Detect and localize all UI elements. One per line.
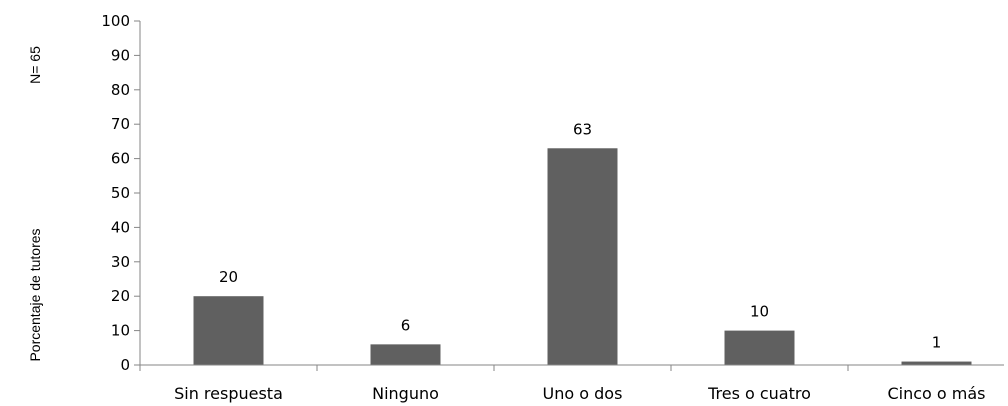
y-tick-label: 100: [101, 12, 130, 30]
y-tick-label: 0: [120, 356, 130, 374]
y-tick-label: 10: [111, 322, 130, 340]
bar: [724, 330, 795, 365]
y-tick-label: 60: [111, 150, 130, 168]
x-tick-label: Sin respuesta: [174, 384, 283, 403]
x-tick-label: Cinco o más: [887, 384, 985, 403]
bar: [547, 148, 618, 365]
x-tick-label: Uno o dos: [543, 384, 623, 403]
x-tick-label: Ninguno: [372, 384, 439, 403]
bar: [193, 296, 264, 365]
data-label: 6: [401, 316, 411, 334]
y-tick-label: 30: [111, 253, 130, 271]
data-label: 10: [750, 303, 769, 321]
bar: [901, 361, 972, 365]
bar-series: [193, 148, 972, 365]
annotation-n: N= 65: [27, 46, 43, 84]
data-label: 20: [219, 268, 238, 286]
y-tick-label: 50: [111, 184, 130, 202]
x-axis: Sin respuesta Ninguno Uno o dos Tres o cuat…: [139, 364, 1004, 403]
y-tick-label: 70: [111, 115, 130, 133]
data-label: 63: [573, 120, 592, 138]
data-label: 1: [932, 334, 942, 352]
y-tick-label: 80: [111, 81, 130, 99]
y-tick-label: 20: [111, 287, 130, 305]
y-axis: 0 10 20 30 40 50 60 70 80 90 100: [101, 12, 141, 374]
bar: [370, 344, 441, 365]
y-tick-label: 90: [111, 46, 130, 64]
y-tick-label: 40: [111, 218, 130, 236]
x-tick-label: Tres o cuatro: [707, 384, 811, 403]
data-labels: 20 6 63 10 1: [219, 120, 941, 351]
y-axis-label: Porcentaje de tutores: [27, 228, 43, 361]
